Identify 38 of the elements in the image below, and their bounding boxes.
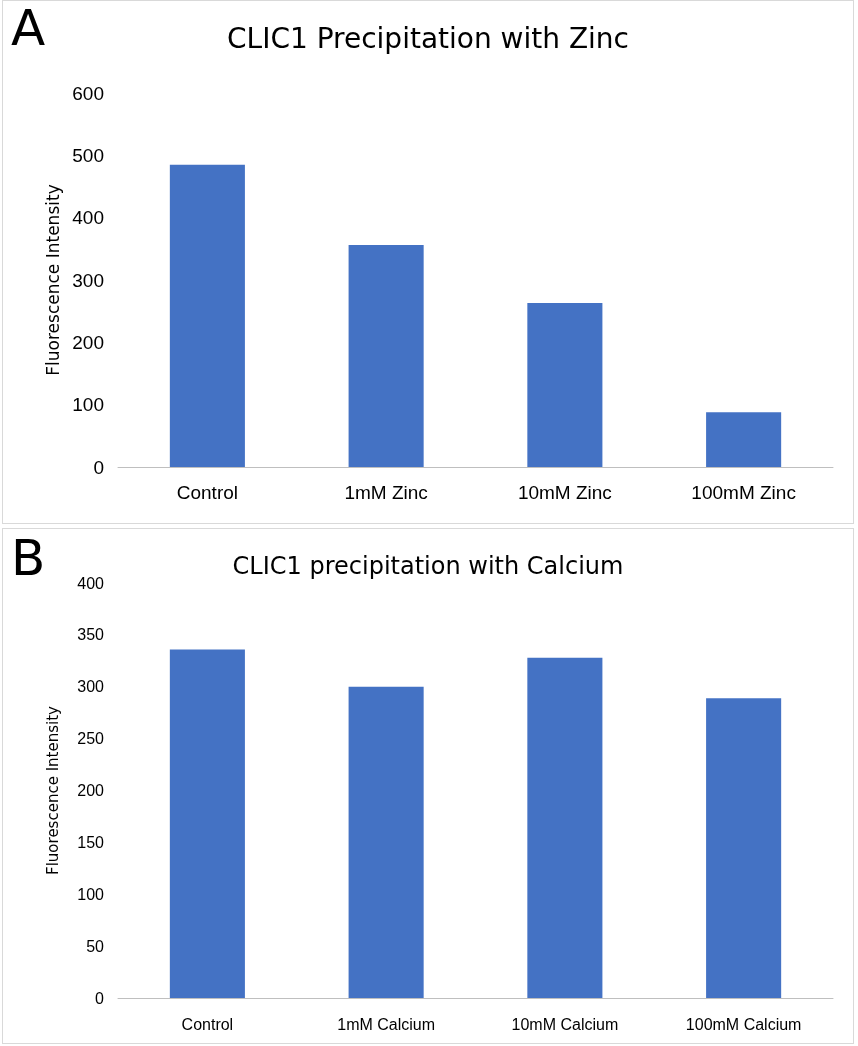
text: B bbox=[11, 529, 46, 587]
y-tick-label: 200 bbox=[77, 782, 105, 799]
y-tick-label: 200 bbox=[72, 331, 104, 353]
x-tick-label: Control bbox=[176, 482, 238, 503]
x-tick-label: 100mM Calcium bbox=[685, 1015, 802, 1033]
x-tick-label: 100mM Zinc bbox=[691, 482, 796, 503]
y-tick-label: 250 bbox=[77, 730, 105, 748]
y-tick-label: 100 bbox=[77, 885, 105, 903]
y-tick-label: 300 bbox=[77, 678, 105, 696]
y-tick-label: 0 bbox=[93, 456, 104, 478]
x-tick-label: 10mM Zinc bbox=[517, 482, 612, 503]
y-tick-label: 0 bbox=[95, 989, 105, 1007]
bar bbox=[706, 698, 782, 998]
x-tick-label: Control bbox=[181, 1015, 234, 1033]
y-tick-label: 50 bbox=[86, 937, 105, 955]
x-tick-label: 1mM Calcium bbox=[337, 1015, 436, 1033]
chart-title: CLIC1 Precipitation with Zinc bbox=[227, 21, 629, 55]
y-tick-label: 500 bbox=[72, 144, 104, 166]
y-tick-label: 600 bbox=[72, 82, 104, 104]
bar bbox=[527, 303, 603, 467]
x-tick-label: 10mM Calcium bbox=[511, 1015, 619, 1033]
y-tick-label: 100 bbox=[72, 394, 104, 416]
y-tick-label: 150 bbox=[77, 833, 105, 851]
y-tick-label: 350 bbox=[77, 626, 105, 644]
y-tick-label: 400 bbox=[72, 207, 104, 229]
bar bbox=[527, 657, 603, 998]
bar bbox=[706, 412, 782, 467]
y-tick-label: 400 bbox=[77, 574, 105, 592]
text: A bbox=[11, 0, 46, 57]
y-tick-label: 300 bbox=[72, 269, 104, 291]
y-axis-title: Fluorescence Intensity bbox=[43, 705, 62, 875]
chart-title: CLIC1 precipitation with Calcium bbox=[232, 552, 624, 580]
y-axis-title: Fluorescence Intensity bbox=[42, 184, 63, 376]
bar bbox=[348, 245, 424, 467]
bar bbox=[169, 649, 245, 998]
x-tick-label: 1mM Zinc bbox=[344, 482, 428, 503]
bar bbox=[169, 164, 245, 467]
bar bbox=[348, 686, 424, 998]
